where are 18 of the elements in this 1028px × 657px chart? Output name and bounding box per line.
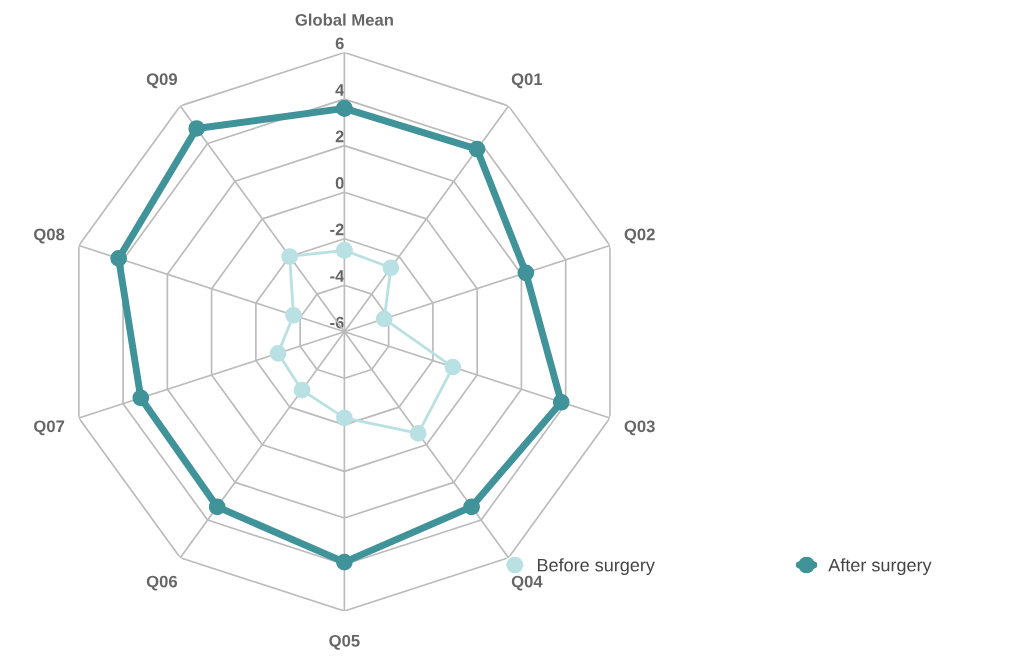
spoke-label: Q03 <box>624 420 655 436</box>
y-tick-label: 4 <box>335 84 345 96</box>
legend-label: Before surgery <box>537 558 655 576</box>
y-tick-label: 2 <box>335 130 344 143</box>
spoke-label: Q02 <box>624 228 655 244</box>
spoke-label: Q06 <box>146 575 178 591</box>
spoke-label: Q07 <box>34 420 65 436</box>
spoke-label: Global Mean <box>295 13 393 26</box>
y-tick-label: 6 <box>335 37 344 50</box>
y-tick-label: -2 <box>330 223 344 236</box>
y-tick-label: 0 <box>335 177 344 189</box>
spoke-label: Q09 <box>146 73 178 89</box>
legend-label: After surgery <box>828 558 932 576</box>
y-tick-label: -4 <box>330 270 345 282</box>
spoke-label: Q01 <box>511 73 543 89</box>
spoke-label: Q08 <box>34 228 65 244</box>
spoke-label: Q05 <box>329 634 360 650</box>
spoke-label: Q04 <box>511 575 543 591</box>
